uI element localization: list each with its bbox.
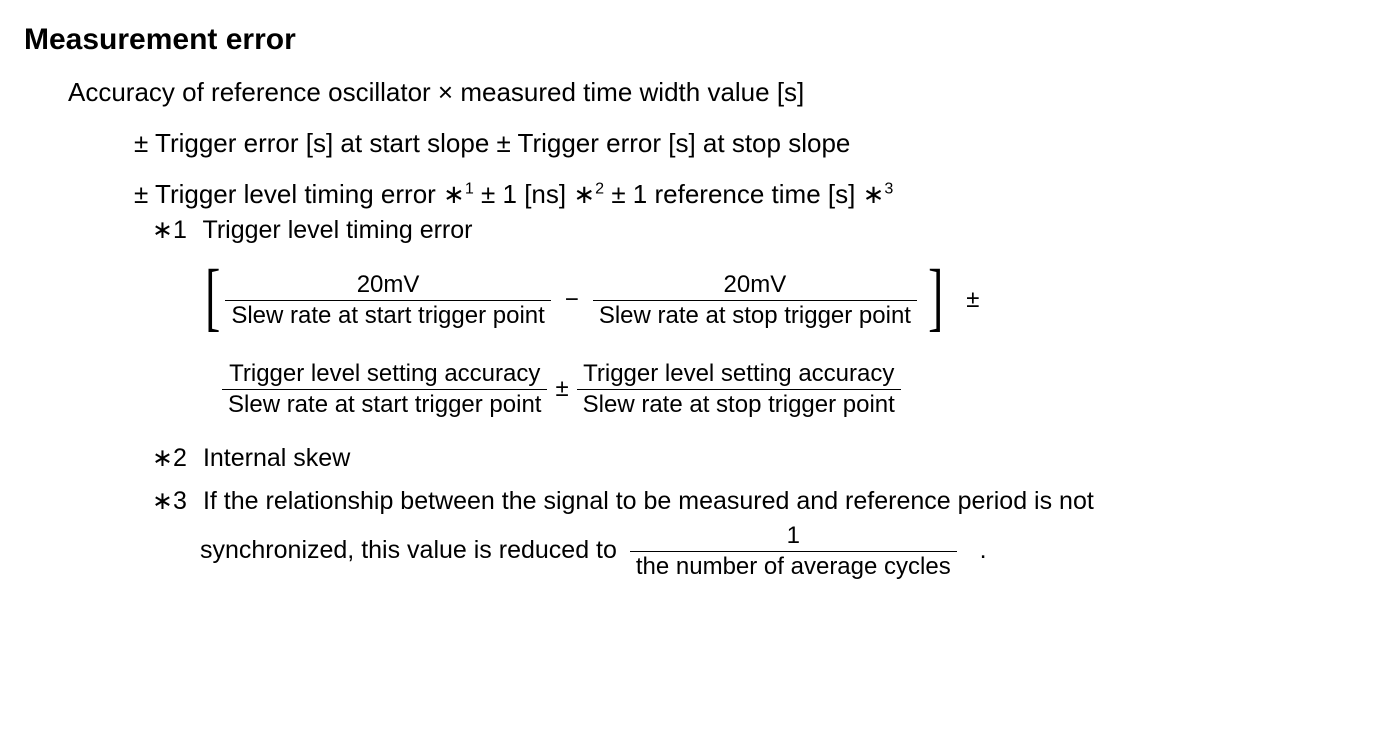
left-bracket: [ [205,271,220,324]
frac1-denominator: Slew rate at start trigger point [225,300,550,331]
note3-frac-den: the number of average cycles [630,551,957,582]
superscript-2: 2 [595,179,604,197]
footnote-2-label: ∗2 [152,442,196,476]
trigger-level-line: ± Trigger level timing error ∗1 ± 1 [ns]… [134,177,1354,212]
note3-frac-num: 1 [781,521,806,551]
line3-prefix: ± Trigger level timing error ∗ [134,179,465,209]
footnote-1-label: ∗1 [152,214,196,248]
frac2-denominator: Slew rate at stop trigger point [593,300,917,331]
formula-row-2: Trigger level setting accuracy Slew rate… [222,359,1354,420]
minus-operator: − [565,284,579,316]
fraction-3: Trigger level setting accuracy Slew rate… [222,359,547,420]
frac4-numerator: Trigger level setting accuracy [577,359,900,389]
frac1-numerator: 20mV [351,270,426,300]
footnote-1: ∗1 Trigger level timing error [152,214,1354,248]
line3-mid1: ± 1 [ns] ∗ [474,179,595,209]
footnote-1-text: Trigger level timing error [203,216,473,244]
section-heading: Measurement error [24,20,1354,61]
trigger-error-line: ± Trigger error [s] at start slope ± Tri… [134,126,1354,161]
footnote-3-text-b: synchronized, this value is reduced to [200,536,617,564]
frac4-denominator: Slew rate at stop trigger point [577,389,901,420]
frac2-numerator: 20mV [718,270,793,300]
footnote-3-dot: . [980,536,987,564]
accuracy-line: Accuracy of reference oscillator × measu… [68,75,1354,110]
footnote-3-label: ∗3 [152,485,196,519]
line3-mid2: ± 1 reference time [s] ∗ [604,179,884,209]
footnote-2-text: Internal skew [203,444,350,472]
fraction-2: 20mV Slew rate at stop trigger point [593,270,917,331]
fraction-4: Trigger level setting accuracy Slew rate… [577,359,901,420]
footnote-3-line1: ∗3 If the relationship between the signa… [152,485,1354,519]
pm-trailing: ± [966,284,979,316]
superscript-3: 3 [884,179,893,197]
footnote-3-text-a: If the relationship between the signal t… [203,487,1094,515]
fraction-1: 20mV Slew rate at start trigger point [225,270,550,331]
right-bracket: ] [928,271,943,324]
superscript-1: 1 [465,179,474,197]
formula-row-1: [ 20mV Slew rate at start trigger point … [200,270,1354,331]
footnote-3-line2: synchronized, this value is reduced to 1… [200,521,1354,582]
pm-operator: ± [555,373,568,405]
footnote-2: ∗2 Internal skew [152,442,1354,476]
footnote-3-fraction: 1 the number of average cycles [630,521,957,582]
frac3-denominator: Slew rate at start trigger point [222,389,547,420]
formula-block: [ 20mV Slew rate at start trigger point … [200,270,1354,420]
frac3-numerator: Trigger level setting accuracy [223,359,546,389]
